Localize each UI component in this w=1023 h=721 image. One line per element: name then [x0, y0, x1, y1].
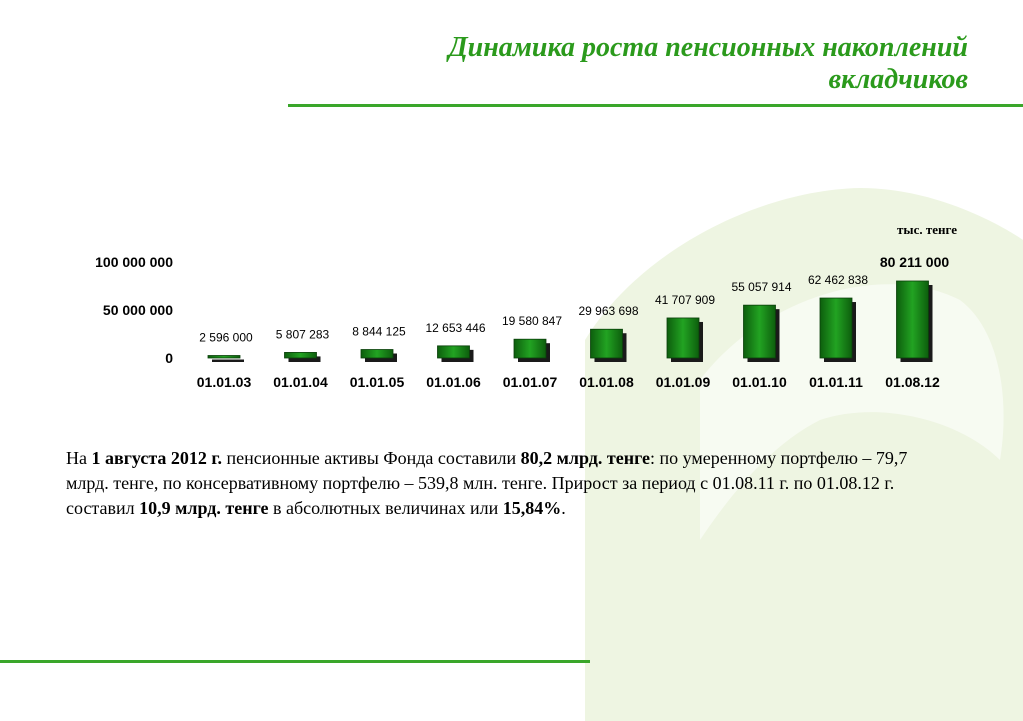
bar-01.08.12: [896, 280, 933, 362]
footer-rule: [0, 660, 590, 663]
x-tick-label: 01.01.09: [656, 374, 711, 390]
page-title: Динамика роста пенсионных накоплений вкл…: [268, 32, 969, 96]
summary-paragraph: На 1 августа 2012 г. пенсионные активы Ф…: [66, 446, 916, 521]
bar-01.01.11: [819, 297, 856, 362]
data-label: 62 462 838: [808, 273, 868, 287]
data-label: 41 707 909: [655, 293, 715, 307]
x-tick-label: 01.08.12: [885, 374, 940, 390]
y-tick-label: 100 000 000: [95, 254, 173, 270]
para-bold-date: 1 августа 2012 г.: [91, 448, 223, 468]
para-bold-percent: 15,84%: [502, 498, 562, 518]
bar-01.01.09: [666, 317, 703, 362]
bar-01.01.10: [743, 304, 780, 362]
title-line-1: Динамика роста пенсионных накоплений: [448, 32, 969, 63]
bar-01.01.08: [590, 328, 627, 362]
x-tick-label: 01.01.11: [809, 374, 863, 390]
x-tick-label: 01.01.03: [197, 374, 252, 390]
para-bold-assets: 80,2 млрд. тенге: [520, 448, 650, 468]
data-label: 29 963 698: [578, 304, 638, 318]
y-tick-label: 50 000 000: [103, 302, 173, 318]
title-line-2: вкладчиков: [828, 64, 968, 95]
x-tick-label: 01.01.08: [579, 374, 634, 390]
unit-label: тыс. тенге: [897, 222, 957, 237]
bar-01.01.07: [513, 338, 550, 362]
x-tick-label: 01.01.05: [350, 374, 405, 390]
bar-01.01.03: [207, 355, 244, 362]
x-tick-label: 01.01.10: [732, 374, 787, 390]
y-tick-label: 0: [165, 350, 173, 366]
title-underline: [288, 104, 1023, 107]
data-label: 80 211 000: [880, 254, 950, 270]
para-text-4: в абсолютных величинах или: [268, 498, 503, 518]
data-label: 12 653 446: [425, 321, 485, 335]
bar-01.01.06: [437, 345, 474, 362]
para-text-2: пенсионные активы Фонда составили: [222, 448, 521, 468]
para-bold-growth: 10,9 млрд. тенге: [139, 498, 269, 518]
data-label: 8 844 125: [352, 325, 406, 339]
para-text-5: .: [561, 498, 566, 518]
data-label: 2 596 000: [199, 331, 253, 345]
bar-01.01.04: [284, 352, 321, 362]
data-label: 19 580 847: [502, 314, 562, 328]
data-label: 55 057 914: [731, 280, 791, 294]
bar-01.01.05: [360, 349, 397, 362]
x-tick-label: 01.01.04: [273, 374, 328, 390]
para-text-3: : по умеренному портфелю – 79,7 млрд. те…: [66, 448, 908, 518]
x-tick-label: 01.01.06: [426, 374, 481, 390]
x-tick-label: 01.01.07: [503, 374, 558, 390]
data-label: 5 807 283: [276, 327, 330, 341]
para-text-1: На: [66, 448, 92, 468]
